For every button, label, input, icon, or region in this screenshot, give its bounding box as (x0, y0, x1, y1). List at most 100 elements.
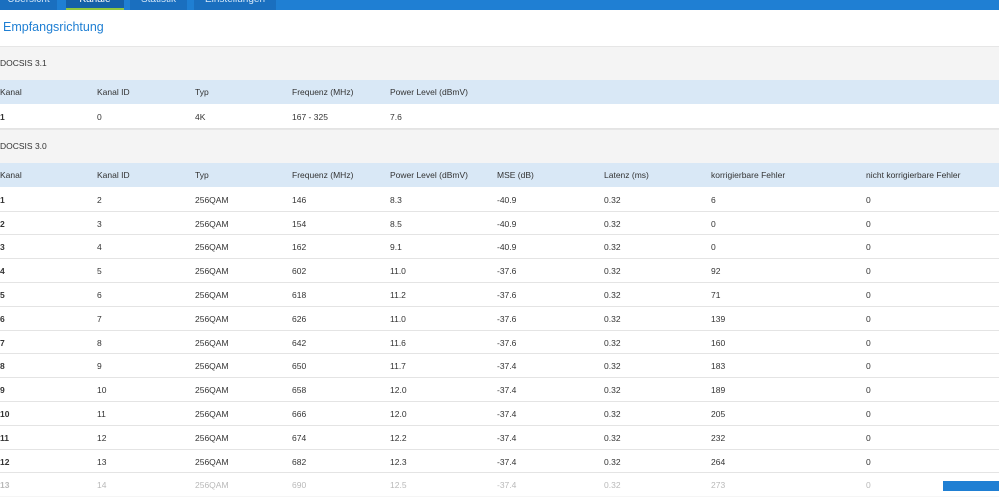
table-cell: 5 (97, 266, 102, 277)
table-cell: 256QAM (195, 242, 229, 253)
table-cell: 12.2 (390, 432, 407, 443)
table-cell: 11 (0, 432, 9, 443)
table-row: 13 14 256QAM 690 12.5 -37.4 0.32 273 0 (0, 473, 999, 497)
table-cell: 12 (97, 432, 107, 443)
table-row: 1 2 256QAM 146 8.3 -40.9 0.32 6 0 (0, 188, 999, 212)
column-header: Typ (195, 87, 209, 97)
table-cell: 658 (292, 385, 307, 396)
table-cell: 256QAM (195, 218, 229, 229)
table-cell: -37.4 (497, 456, 517, 467)
table-cell: 8 (97, 337, 102, 348)
table-row: 10 11 256QAM 666 12.0 -37.4 0.32 205 0 (0, 402, 999, 426)
table-cell: 0 (866, 456, 871, 467)
table-cell: 13 (0, 480, 10, 491)
table-cell: 0.32 (604, 456, 621, 467)
table-row: 8 9 256QAM 650 11.7 -37.4 0.32 183 0 (0, 354, 999, 379)
table-cell: 7 (0, 337, 5, 348)
table-cell: 92 (711, 266, 721, 277)
table-cell: 0 (866, 266, 871, 277)
table-row: 9 10 256QAM 658 12.0 -37.4 0.32 189 0 (0, 378, 999, 402)
table-row: 5 6 256QAM 618 11.2 -37.6 0.32 71 0 (0, 283, 999, 307)
table-cell: 0.32 (604, 337, 621, 348)
table-cell: 11 (97, 409, 106, 419)
nav-tab[interactable]: Einstellungen (194, 0, 276, 10)
section-title: DOCSIS 3.1 (0, 58, 47, 68)
table-cell: 7 (97, 313, 102, 324)
table-cell: 0 (866, 480, 871, 491)
table-cell: 9.1 (390, 242, 402, 253)
table-cell: 256QAM (195, 456, 229, 467)
table-cell: 12.0 (390, 385, 407, 396)
table-cell: 12 (0, 456, 10, 467)
table-cell: 7.6 (390, 112, 402, 122)
table-cell: 6 (97, 290, 102, 300)
table-cell: 162 (292, 242, 307, 253)
table-cell: -37.4 (497, 409, 517, 419)
table-cell: -37.4 (497, 385, 517, 396)
table-cell: -37.6 (497, 266, 517, 277)
table-cell: 256QAM (195, 194, 229, 205)
table-cell: 0 (866, 218, 871, 229)
table-row: 4 5 256QAM 602 11.0 -37.6 0.32 92 0 (0, 259, 999, 283)
table-cell: 0 (866, 194, 871, 205)
table-cell: 0 (866, 313, 871, 324)
table-cell: 674 (292, 432, 307, 443)
table-cell: 0.32 (604, 385, 621, 396)
table-cell: 264 (711, 456, 726, 467)
table-cell: 9 (97, 361, 102, 372)
section-title-row: DOCSIS 3.0 (0, 128, 999, 163)
table-cell: 0.32 (604, 194, 621, 205)
header-row: Kanal Kanal ID Typ Frequenz (MHz) Power Leve… (0, 80, 999, 104)
table-cell: 2 (0, 218, 5, 229)
table-cell: 146 (292, 194, 307, 205)
column-header: Latenz (ms) (604, 169, 649, 180)
table-cell: 256QAM (195, 432, 229, 443)
column-header: Kanal (0, 169, 22, 180)
nav-tab[interactable]: Übersicht (0, 0, 57, 10)
table-cell: 0 (866, 409, 871, 419)
table-cell: 1 (0, 194, 5, 205)
table-cell: 626 (292, 313, 307, 324)
column-header: Kanal (0, 87, 22, 97)
table-cell: 12.0 (390, 409, 407, 419)
column-header: Power Level (dBmV) (390, 87, 468, 97)
table-cell: -37.4 (497, 480, 517, 491)
header-row: Kanal Kanal ID Typ Frequenz (MHz) Power Leve… (0, 162, 999, 187)
table-cell: 0.32 (604, 218, 621, 229)
table-cell: 183 (711, 361, 726, 372)
table-cell: 618 (292, 290, 307, 300)
table-cell: 0 (866, 432, 871, 443)
table-cell: 8.5 (390, 218, 402, 229)
nav-tab[interactable]: Statistik (130, 0, 187, 10)
table-cell: 12.3 (390, 456, 407, 467)
column-header: Frequenz (MHz) (292, 87, 354, 97)
table-cell: 0 (866, 242, 871, 253)
table-cell: 154 (292, 218, 307, 229)
table-cell: 3 (97, 218, 102, 229)
table-cell: 139 (711, 313, 726, 324)
table-cell: 0 (866, 385, 871, 396)
nav-tab[interactable]: Kanäle (66, 0, 124, 10)
table-cell: 256QAM (195, 361, 229, 372)
table-cell: 650 (292, 361, 307, 372)
table-cell: -37.6 (497, 313, 517, 324)
table-cell: 232 (711, 432, 726, 443)
table-cell: 0 (866, 361, 871, 372)
section-title-row: DOCSIS 3.1 (0, 46, 999, 80)
table-cell: 6 (0, 313, 5, 324)
table-cell: -37.4 (497, 361, 517, 372)
table-cell: 256QAM (195, 385, 229, 396)
table-cell: 0 (711, 218, 716, 229)
table-cell: 666 (292, 409, 307, 419)
table-cell: 13 (97, 456, 107, 467)
table-cell: -40.9 (497, 194, 517, 205)
table-cell: 4K (195, 112, 206, 122)
table-cell: 10 (0, 409, 10, 419)
table-cell: 256QAM (195, 266, 229, 277)
column-header: Kanal ID (97, 87, 130, 97)
table-cell: 5 (0, 290, 5, 300)
column-header: Typ (195, 169, 209, 180)
table-cell: 0.32 (604, 242, 621, 253)
table-cell: 9 (0, 385, 5, 396)
table-cell: -37.4 (497, 432, 517, 443)
